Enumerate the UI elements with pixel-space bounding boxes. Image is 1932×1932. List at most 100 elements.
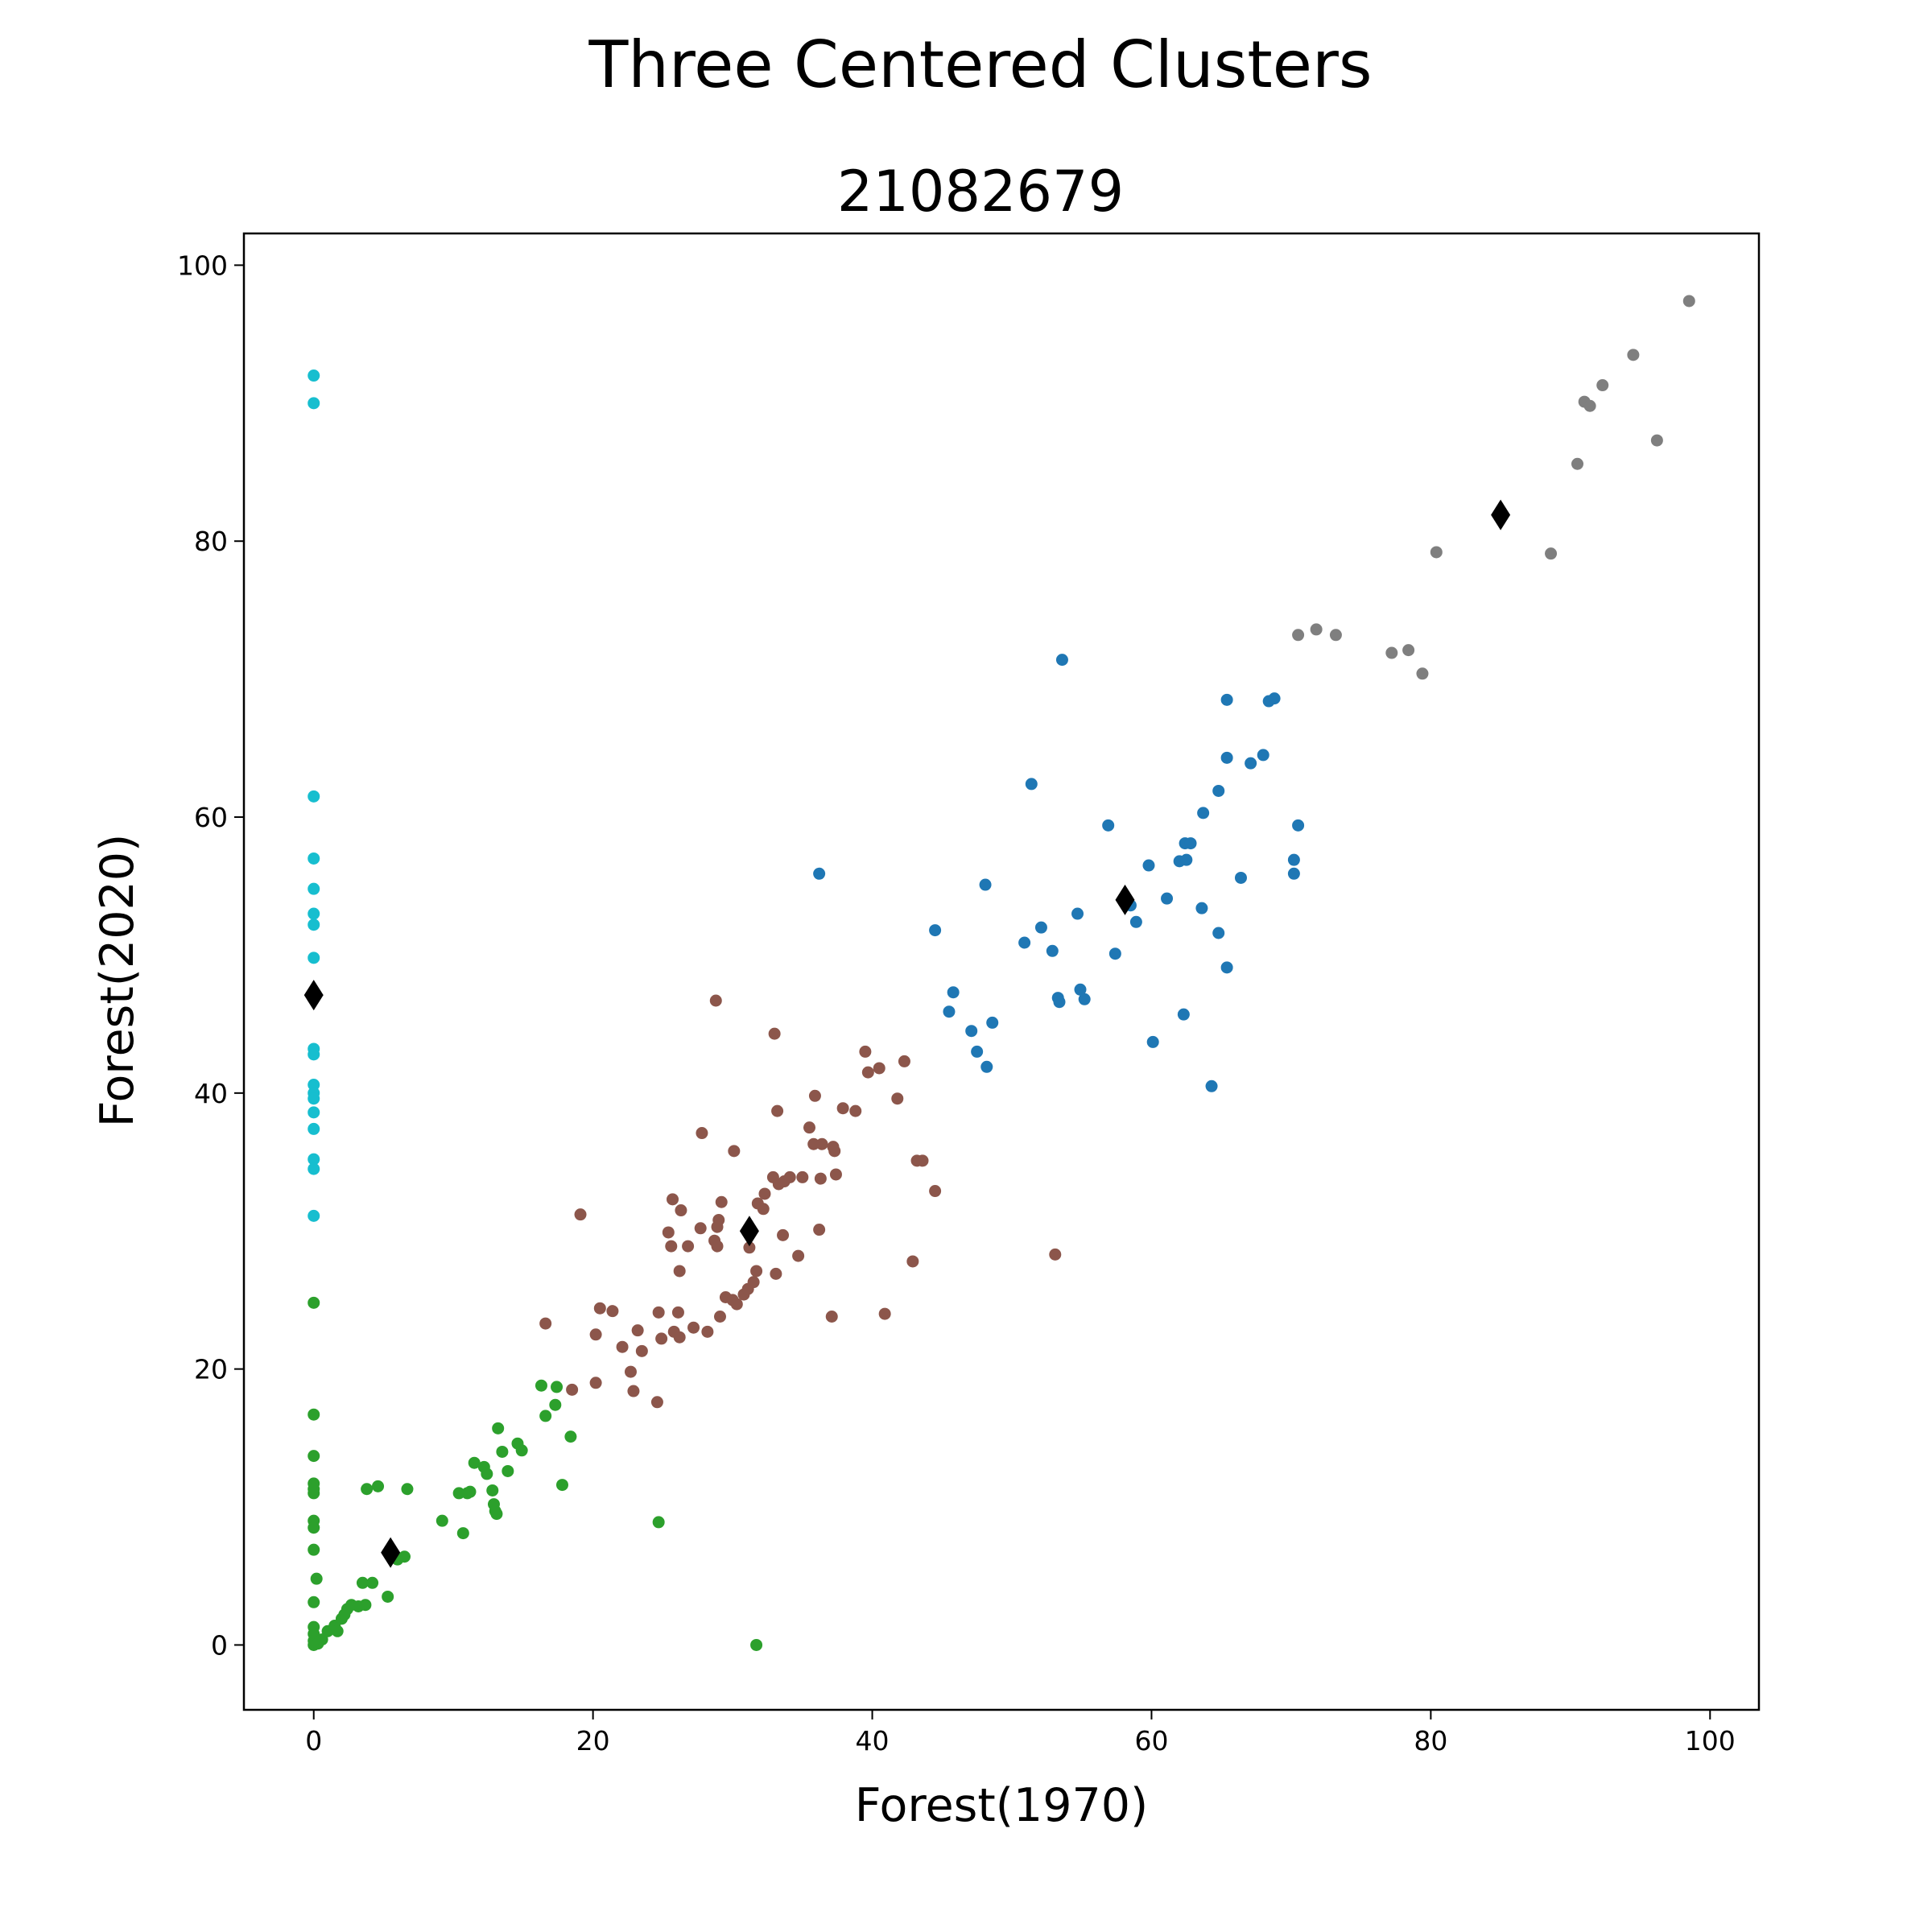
data-point xyxy=(551,1381,564,1393)
data-point xyxy=(593,1302,606,1315)
data-point xyxy=(1046,944,1059,957)
data-point xyxy=(1430,546,1443,559)
data-point xyxy=(777,1228,790,1241)
data-point xyxy=(308,1106,320,1119)
data-point xyxy=(356,1576,369,1589)
data-point xyxy=(807,1137,820,1150)
data-point xyxy=(564,1430,577,1443)
data-point xyxy=(1220,961,1233,974)
data-point xyxy=(308,1209,320,1222)
y-axis-ticks: 0 20 40 60 80 100 xyxy=(177,250,244,1661)
data-point xyxy=(1292,629,1305,642)
data-point xyxy=(743,1241,756,1254)
data-point xyxy=(616,1340,629,1353)
data-point xyxy=(825,1311,838,1323)
data-point xyxy=(828,1145,841,1158)
x-tick-label: 80 xyxy=(1414,1725,1447,1757)
data-point xyxy=(566,1383,579,1396)
data-point xyxy=(1287,853,1300,866)
data-point xyxy=(1129,915,1142,928)
data-point xyxy=(650,1396,663,1409)
data-point xyxy=(859,1045,872,1058)
data-point xyxy=(796,1170,809,1183)
data-point xyxy=(815,1137,828,1150)
data-point xyxy=(1402,644,1415,657)
y-tick-label: 20 xyxy=(194,1354,228,1385)
data-point xyxy=(1596,379,1609,392)
data-point xyxy=(456,1527,469,1540)
data-point xyxy=(308,369,320,382)
data-point xyxy=(979,878,992,891)
data-point xyxy=(1627,349,1640,361)
data-point xyxy=(1055,654,1068,667)
data-point xyxy=(308,1092,320,1105)
data-point xyxy=(331,1624,344,1637)
data-point xyxy=(965,1025,978,1038)
x-tick-label: 60 xyxy=(1134,1725,1168,1757)
data-point xyxy=(829,1168,842,1181)
data-point xyxy=(1292,819,1305,832)
centroid-marker xyxy=(381,1537,401,1568)
data-point xyxy=(750,1265,763,1278)
data-point xyxy=(1053,996,1066,1009)
centroid-marker xyxy=(303,980,324,1011)
data-point xyxy=(1078,993,1091,1005)
data-point xyxy=(624,1365,637,1378)
data-point xyxy=(1212,784,1225,797)
data-point xyxy=(496,1445,509,1458)
data-point xyxy=(1071,907,1084,920)
y-tick-label: 80 xyxy=(194,526,228,557)
data-point xyxy=(652,1306,665,1319)
data-point xyxy=(711,1240,724,1253)
data-point xyxy=(687,1321,700,1334)
data-point xyxy=(1197,807,1210,819)
data-point xyxy=(555,1479,568,1492)
data-point xyxy=(757,1203,770,1216)
data-point xyxy=(713,1311,726,1323)
data-point xyxy=(1220,751,1233,764)
data-point xyxy=(667,1193,679,1206)
data-point xyxy=(1212,927,1225,939)
y-tick-label: 60 xyxy=(194,802,228,833)
data-point xyxy=(1180,853,1193,866)
data-point xyxy=(971,1045,984,1058)
data-point xyxy=(1018,936,1031,949)
data-point xyxy=(1310,623,1323,636)
x-axis-label: Forest(1970) xyxy=(855,1779,1148,1832)
data-point xyxy=(308,907,320,920)
data-point xyxy=(535,1379,547,1392)
data-point xyxy=(675,1204,687,1217)
data-point xyxy=(1257,749,1269,762)
data-point xyxy=(1329,629,1342,642)
data-point xyxy=(849,1104,862,1117)
data-point xyxy=(665,1240,678,1253)
data-point xyxy=(771,1104,784,1117)
data-point xyxy=(631,1324,644,1337)
data-point xyxy=(359,1599,372,1612)
data-point xyxy=(490,1508,503,1521)
data-point xyxy=(574,1208,587,1221)
data-point xyxy=(372,1480,385,1492)
data-point xyxy=(606,1305,619,1318)
data-point xyxy=(308,852,320,865)
data-point xyxy=(712,1214,725,1227)
y-axis-label: Forest(2020) xyxy=(91,834,144,1127)
data-point xyxy=(515,1444,528,1457)
data-point xyxy=(1287,867,1300,880)
data-point xyxy=(486,1484,499,1496)
data-point xyxy=(715,1195,728,1208)
data-point xyxy=(814,1172,827,1185)
data-point xyxy=(813,867,826,880)
data-point xyxy=(1102,819,1115,832)
data-point xyxy=(1245,757,1257,770)
data-point xyxy=(873,1062,886,1075)
data-point xyxy=(671,1306,684,1319)
data-point xyxy=(906,1255,919,1268)
data-point xyxy=(1142,859,1155,872)
data-point xyxy=(308,952,320,964)
data-point xyxy=(539,1410,552,1422)
data-point xyxy=(1220,693,1233,706)
data-point xyxy=(308,919,320,931)
data-point xyxy=(398,1550,411,1563)
centroid-marker xyxy=(1115,884,1135,915)
